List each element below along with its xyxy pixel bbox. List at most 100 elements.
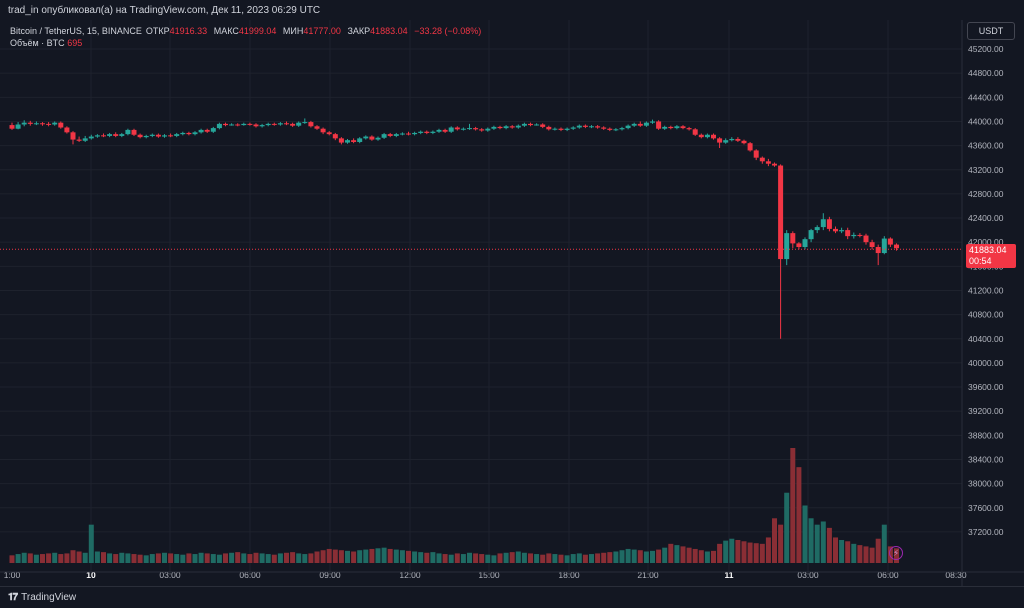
volume-bar (540, 554, 546, 563)
tradingview-logo-icon: 𝟏𝟕 (8, 592, 18, 603)
candle-body (826, 219, 832, 229)
volume-bar (454, 553, 460, 563)
candle-body (204, 129, 210, 132)
candle-body (460, 128, 466, 130)
candle-body (863, 235, 869, 243)
volume-bar (552, 554, 558, 563)
candle-body (351, 140, 357, 142)
legend-low-label: МИН (282, 26, 304, 36)
volume-bar (94, 551, 100, 563)
candle-body (9, 125, 15, 129)
candle-body (869, 242, 875, 248)
candle-body (58, 122, 64, 128)
candle-body (101, 135, 106, 137)
volume-bar (765, 537, 771, 563)
volume-bar (76, 551, 82, 563)
currency-button[interactable]: USDT (967, 22, 1015, 40)
x-tick-label: 08:30 (945, 570, 967, 580)
volume-bar (290, 552, 296, 563)
candle-body (753, 150, 759, 158)
candle-body (302, 122, 308, 124)
y-tick-label: 42800.00 (968, 189, 1004, 199)
volume-bar (131, 554, 137, 563)
candle-body (357, 138, 363, 142)
brand[interactable]: 𝟏𝟕 TradingView (8, 592, 76, 603)
candle-body (186, 132, 192, 135)
volume-bar (503, 552, 509, 563)
volume-bar (814, 524, 820, 563)
footer: 𝟏𝟕 TradingView (0, 586, 1024, 608)
candle-body (765, 161, 771, 164)
candle-body (448, 127, 454, 132)
candle-body (625, 125, 631, 129)
volume-bar (302, 554, 308, 563)
candle-body (131, 129, 137, 135)
volume-bar (692, 548, 698, 563)
y-tick-label: 39600.00 (968, 382, 1004, 392)
volume-bar (387, 548, 393, 563)
candle-body (643, 122, 649, 126)
candle-body (802, 239, 808, 248)
candle-body (326, 132, 332, 135)
volume-bar (442, 554, 448, 563)
candle-body (387, 134, 393, 136)
volume-bar (576, 553, 582, 563)
flash-icon[interactable]: ⚡ (889, 546, 903, 560)
candle-body (808, 230, 814, 240)
candle-body (320, 128, 326, 133)
candle-body (40, 123, 45, 125)
x-tick-label: 06:00 (877, 570, 899, 580)
candle-body (399, 133, 405, 135)
candle-body (607, 128, 613, 130)
volume-bar (235, 552, 241, 563)
y-tick-label: 44000.00 (968, 116, 1004, 126)
candle-body (833, 228, 838, 232)
y-tick-label: 38000.00 (968, 479, 1004, 489)
volume-bar (839, 540, 845, 563)
volume-label: Объём · BTC (10, 38, 65, 48)
candle-body (845, 230, 851, 237)
candle-body (180, 132, 186, 135)
volume-bar (741, 541, 747, 563)
volume-bar (113, 554, 119, 563)
volume-bar (223, 553, 228, 563)
volume-bar (778, 524, 784, 563)
candle-body (454, 127, 460, 130)
candle-body (21, 122, 27, 125)
x-tick-label: 1:00 (4, 570, 21, 580)
candle-body (540, 124, 546, 127)
volume-bar (229, 552, 235, 563)
x-tick-label: 15:00 (478, 570, 500, 580)
volume-bar (698, 550, 704, 563)
volume-bar (369, 548, 375, 563)
x-tick-label: 18:00 (558, 570, 580, 580)
volume-bar (46, 553, 52, 563)
candle-body (564, 128, 570, 130)
volume-bar (497, 553, 503, 563)
volume-bar (589, 554, 594, 563)
candle-body (436, 129, 442, 132)
candle-body (503, 126, 509, 129)
candle-body (509, 126, 515, 128)
candle-body (253, 124, 259, 127)
candle-body (723, 140, 729, 143)
chart-frame[interactable]: 45200.00 44800.00 44400.00 44000.00 43600.00… (0, 20, 1024, 586)
candle-body (680, 126, 686, 129)
candle-body (796, 243, 802, 248)
candle-body (277, 123, 283, 125)
volume-bar (168, 553, 174, 563)
y-tick-label: 45200.00 (968, 44, 1004, 54)
candle-body (570, 127, 576, 129)
candle-body (595, 126, 601, 128)
volume-bar (15, 554, 21, 563)
volume-bar (326, 548, 332, 563)
volume-bar (381, 547, 387, 563)
candle-body (15, 124, 21, 129)
candlestick-chart[interactable]: 45200.00 44800.00 44400.00 44000.00 43600.00… (0, 20, 1024, 586)
volume-bar (259, 553, 265, 563)
candle-body (814, 227, 820, 231)
volume-bar (393, 549, 399, 563)
volume-bar (607, 552, 613, 563)
candle-body (235, 124, 241, 126)
volume-bar (198, 552, 204, 563)
